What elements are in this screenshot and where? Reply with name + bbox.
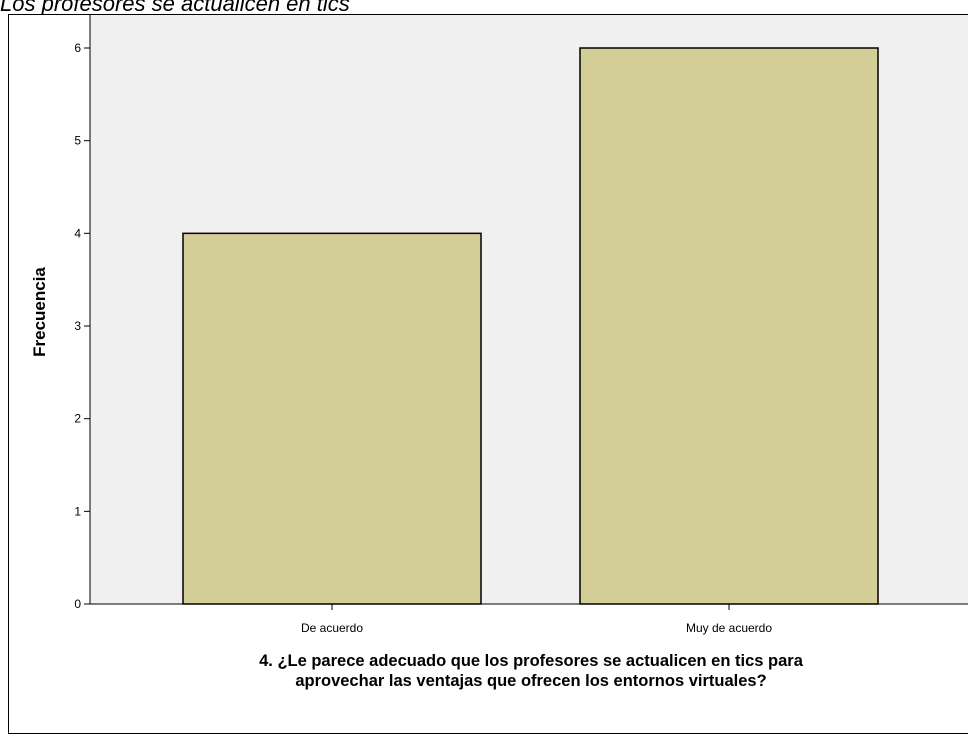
- y-tick-label-6: 6: [74, 41, 81, 55]
- x-tick-label-0: De acuerdo: [301, 621, 363, 635]
- x-axis-label-line-1: aprovechar las ventajas que ofrecen los …: [295, 672, 766, 690]
- x-tick-label-1: Muy de acuerdo: [686, 621, 772, 635]
- bar-chart: 0 1 2 3 4 5 6 De acuerdo Muy de acuerdo Frecuenci…: [30, 15, 968, 690]
- bar-0: [182, 232, 482, 605]
- figure-caption: Los profesores se actualicen en tics: [0, 0, 350, 16]
- bar-1: [579, 47, 879, 605]
- y-tick-label-5: 5: [74, 134, 81, 148]
- y-tick-label-4: 4: [74, 226, 81, 240]
- y-tick-label-1: 1: [74, 504, 81, 518]
- y-tick-label-2: 2: [74, 412, 81, 426]
- y-tick-label-3: 3: [74, 319, 81, 333]
- y-axis-label: Frecuencia: [30, 267, 49, 357]
- y-tick-label-0: 0: [74, 597, 81, 611]
- chart-frame: 0 1 2 3 4 5 6 De acuerdo Muy de acuerdo Frecuenci…: [8, 14, 968, 734]
- x-axis-label-line-0: 4. ¿Le parece adecuado que los profesore…: [259, 652, 804, 670]
